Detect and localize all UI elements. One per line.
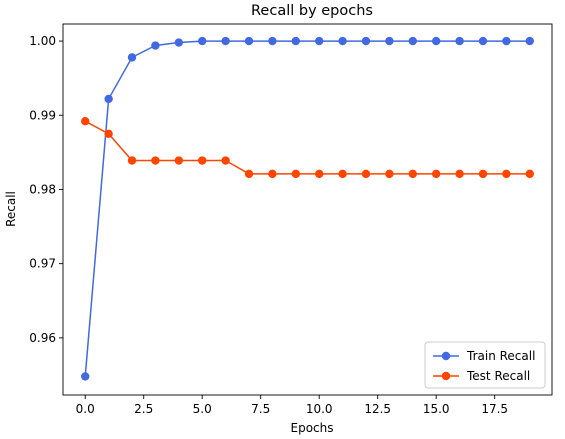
data-point [361,36,371,46]
data-point [338,36,347,46]
y-tick-label: 0.98 [29,182,56,196]
x-tick-label: 2.5 [134,402,153,416]
data-point [314,169,324,179]
data-point [244,36,254,46]
y-tick-label: 0.97 [29,257,56,271]
data-point [291,169,301,179]
series-train-recall [81,36,534,381]
data-point [221,36,230,46]
y-axis-label: Recall [4,191,18,227]
data-point [198,36,207,46]
data-point [338,169,347,179]
data-point [127,156,137,165]
data-point [268,169,277,179]
data-point [408,36,417,46]
x-tick-label: 15.0 [423,402,450,416]
plot-area [81,36,534,381]
x-tick-label: 12.5 [364,402,391,416]
data-point [314,36,324,46]
x-tick-label: 7.5 [251,402,270,416]
data-point [385,36,394,46]
data-point [104,129,113,139]
legend: Train Recall Test Recall [424,341,546,389]
data-point [431,36,441,46]
data-point [174,156,184,165]
legend-item: Train Recall [433,349,535,363]
data-point [81,372,90,381]
data-point [291,36,301,46]
x-axis-label: Epochs [291,421,334,435]
data-point [455,36,464,46]
data-point [174,38,184,47]
x-tick-label: 5.0 [193,402,212,416]
legend-marker [441,371,451,381]
data-point [502,36,511,46]
data-point [385,169,394,179]
chart-title: Recall by epochs [251,3,373,19]
data-point [408,169,417,179]
legend-item: Test Recall [433,369,530,383]
data-point [361,169,371,179]
y-tick-label: 1.00 [29,34,56,48]
data-point [431,169,441,179]
series-test-recall [81,117,534,179]
legend-marker [441,351,451,361]
data-point [127,53,137,62]
data-point [455,169,464,179]
data-point [151,41,160,50]
data-point [478,169,488,179]
data-point [81,117,90,126]
data-point [478,36,488,46]
data-point [104,94,113,104]
legend-label: Test Recall [466,369,530,383]
data-point [244,169,254,179]
y-axis: 0.96 0.97 0.98 0.99 1.00 [29,34,63,345]
data-point [525,169,534,179]
data-point [221,156,230,165]
data-point [198,156,207,165]
data-point [502,169,511,179]
legend-label: Train Recall [466,349,535,363]
y-tick-label: 0.96 [29,331,56,345]
axes-frame [62,23,553,396]
y-tick-label: 0.99 [29,108,56,122]
data-point [268,36,277,46]
x-tick-label: 10.0 [306,402,333,416]
x-axis: 0.0 2.5 5.0 7.5 10.0 12.5 15.0 17.5 [76,395,508,416]
x-tick-label: 17.5 [481,402,508,416]
data-point [525,36,534,46]
x-tick-label: 0.0 [76,402,95,416]
data-point [151,156,160,165]
